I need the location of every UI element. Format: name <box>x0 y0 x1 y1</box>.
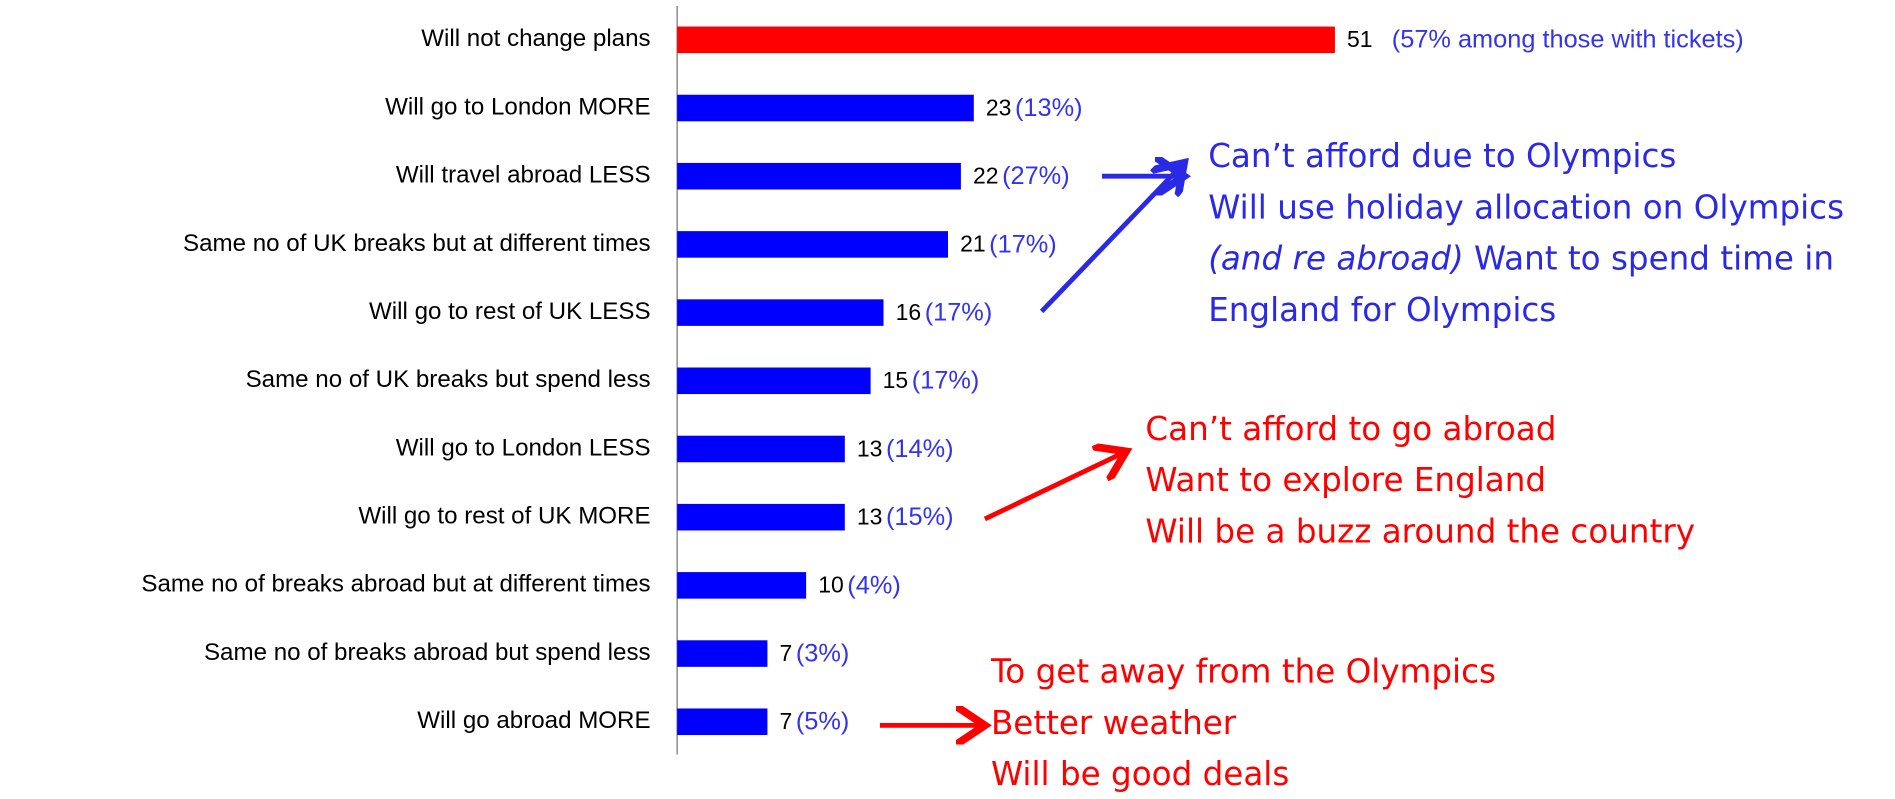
annotation: England for Olympics <box>1208 291 1556 329</box>
category-label: Same no of breaks abroad but at differen… <box>141 571 650 598</box>
value-label: 13 <box>857 435 883 461</box>
annotation-text: Will be good deals <box>991 755 1289 793</box>
category-label: Same no of breaks abroad but spend less <box>204 639 651 666</box>
annotation-text: Can’t afford due to Olympics <box>1208 137 1676 175</box>
secondary-label: (13%) <box>1015 94 1083 122</box>
annotation: Will be good deals <box>991 755 1289 793</box>
annotation-text: Better weather <box>991 704 1237 742</box>
bar <box>677 299 884 326</box>
arrow <box>983 451 1126 522</box>
value-label: 16 <box>896 299 922 325</box>
annotation-text: Want to explore England <box>1145 461 1546 499</box>
annotation-text: Want to spend time in <box>1464 240 1834 278</box>
annotation: Will be a buzz around the country <box>1145 512 1695 550</box>
category-label: Will travel abroad LESS <box>396 162 651 189</box>
value-label: 13 <box>857 503 883 529</box>
bar <box>677 435 845 463</box>
bar <box>677 572 807 599</box>
annotation-text: England for Olympics <box>1208 291 1556 329</box>
secondary-label: (3%) <box>796 639 849 667</box>
category-label: Same no of UK breaks but at different ti… <box>183 230 651 257</box>
category-label: Will go abroad MORE <box>417 707 650 734</box>
value-label: 15 <box>883 367 909 393</box>
category-label: Will go to London LESS <box>396 434 651 461</box>
secondary-label: (17%) <box>925 298 993 326</box>
category-label: Will go to rest of UK MORE <box>358 503 650 530</box>
secondary-label: (15%) <box>886 503 954 531</box>
annotation: Will use holiday allocation on Olympics <box>1208 188 1844 226</box>
bar <box>677 708 768 736</box>
bar <box>677 503 845 531</box>
annotation-text: (and re abroad) <box>1208 240 1463 278</box>
secondary-label: (14%) <box>886 435 954 463</box>
annotation-text: Will be a buzz around the country <box>1145 512 1695 550</box>
annotation: Want to explore England <box>1145 461 1546 499</box>
category-label: Will go to rest of UK LESS <box>369 298 651 325</box>
category-label: Will go to London MORE <box>385 93 650 120</box>
annotation-text: Can’t afford to go abroad <box>1145 410 1556 448</box>
bar <box>677 94 974 122</box>
secondary-label: (17%) <box>912 367 980 395</box>
annotation: Can’t afford to go abroad <box>1145 410 1556 448</box>
value-label: 22 <box>973 162 999 188</box>
bar <box>677 640 768 667</box>
secondary-label: (57% among those with tickets) <box>1392 26 1744 54</box>
category-label: Same no of UK breaks but spend less <box>246 366 651 393</box>
value-label: 10 <box>818 572 844 598</box>
annotation: Better weather <box>991 704 1237 742</box>
annotation-text: To get away from the Olympics <box>990 652 1496 690</box>
secondary-label: (27%) <box>1002 162 1070 190</box>
value-label: 21 <box>960 231 986 257</box>
category-label: Will not change plans <box>421 25 650 52</box>
bar <box>677 231 948 258</box>
bar <box>677 26 1335 54</box>
bar <box>677 367 871 395</box>
value-label: 7 <box>779 640 792 666</box>
value-label: 7 <box>779 708 792 734</box>
secondary-label: (5%) <box>796 708 849 736</box>
bar <box>677 162 961 190</box>
annotation: To get away from the Olympics <box>990 652 1496 690</box>
secondary-label: (17%) <box>989 230 1057 258</box>
annotation: Can’t afford due to Olympics <box>1208 137 1676 175</box>
annotation-text: Will use holiday allocation on Olympics <box>1208 188 1844 226</box>
secondary-label: (4%) <box>847 571 900 599</box>
annotation: (and re abroad) Want to spend time in <box>1208 240 1834 278</box>
value-label: 51 <box>1347 26 1373 52</box>
value-label: 23 <box>986 94 1012 120</box>
